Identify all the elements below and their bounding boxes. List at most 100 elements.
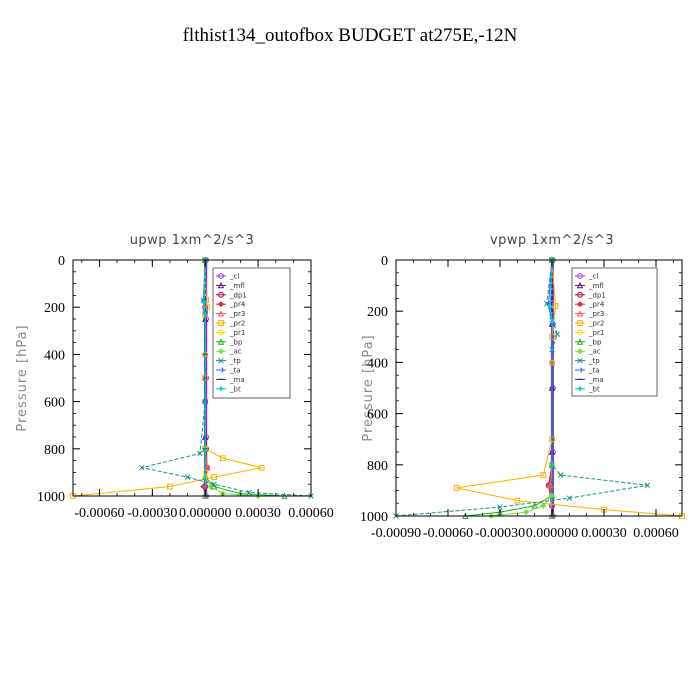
- legend-swatch-marker: [577, 291, 583, 298]
- legend-swatch-marker: [576, 348, 584, 355]
- legend-swatch-marker: [217, 281, 225, 289]
- legend-label: _ta: [588, 367, 600, 375]
- series-pr2-marker: [514, 497, 521, 504]
- legend-label: _ta: [229, 367, 241, 375]
- x-tick-label: 0.000000: [179, 506, 232, 521]
- series-line-bt: [549, 259, 553, 516]
- legend-label: _cl: [229, 273, 239, 281]
- y-tick-label: 800: [367, 459, 388, 474]
- legend-box: [212, 267, 291, 399]
- legend-label: _pr4: [588, 301, 605, 309]
- legend-label: _ac: [588, 348, 601, 356]
- legend-label: _pr1: [229, 329, 245, 337]
- legend-label: _dp1: [588, 291, 606, 299]
- series-tp-marker: [211, 481, 217, 487]
- y-tick-label: 400: [367, 356, 388, 371]
- series-tp-marker: [197, 450, 203, 457]
- legend-swatch-marker: [218, 329, 224, 336]
- legend-label: _tp: [229, 357, 241, 365]
- y-tick-label: 200: [44, 301, 65, 316]
- y-tick-label: 200: [367, 305, 388, 320]
- legend-label: _bp: [229, 338, 243, 346]
- legend-swatch-marker: [217, 385, 225, 392]
- x-tick-label: 0.000000: [526, 526, 579, 541]
- series-bt-marker: [547, 303, 554, 310]
- panel-title: vpwp 1xm^2/s^3: [490, 233, 614, 248]
- legend-label: _ma: [229, 376, 245, 384]
- series-tp-marker: [644, 482, 651, 489]
- x-tick-label: -0.00030: [475, 526, 525, 541]
- legend-label: _dp1: [229, 291, 247, 299]
- series-tp-marker: [184, 474, 191, 480]
- series-group: [70, 256, 314, 500]
- series-line-tp: [141, 259, 312, 497]
- legend-label: _pr3: [588, 310, 604, 318]
- series-tp-marker: [557, 472, 564, 478]
- legend-swatch-marker: [217, 310, 225, 317]
- y-tick-label: 400: [44, 348, 65, 363]
- legend-swatch-marker: [577, 329, 583, 336]
- series-pr3-marker: [547, 481, 554, 489]
- series-pr2-marker: [211, 474, 217, 481]
- legend-label: _pr3: [229, 310, 245, 318]
- series-bt-marker: [548, 318, 556, 325]
- x-tick-label: -0.00090: [371, 526, 421, 541]
- x-tick-label: 0.00060: [288, 506, 334, 521]
- series-line-pr2: [456, 259, 683, 517]
- series-group: [393, 256, 685, 520]
- series-tp-marker: [566, 495, 573, 501]
- y-axis-label: Pressure [hPa]: [15, 324, 30, 431]
- legend-label: _cl: [588, 273, 598, 281]
- y-tick-label: 800: [44, 443, 65, 458]
- legend-label: _bt: [229, 385, 241, 393]
- legend-swatch-marker: [576, 385, 584, 392]
- series-tp-marker: [497, 504, 503, 510]
- legend-swatch-marker: [576, 310, 584, 317]
- legend-swatch-marker: [218, 320, 224, 326]
- series-pr2-marker: [167, 483, 173, 490]
- series-pr3-marker: [204, 464, 211, 471]
- series-tp-marker: [554, 331, 560, 337]
- x-tick-label: 0.00030: [581, 526, 627, 541]
- series-ac-marker: [522, 509, 530, 516]
- series-pr2-marker: [219, 455, 226, 462]
- x-tick-label: 0.00060: [633, 526, 679, 541]
- legend-swatch-marker: [577, 357, 583, 364]
- y-tick-label: 0: [58, 254, 65, 269]
- legend-label: _pr2: [588, 320, 604, 328]
- legend-swatch-marker: [217, 301, 225, 308]
- legend-swatch-marker: [576, 338, 584, 345]
- legend-label: _bt: [588, 385, 600, 393]
- x-tick-label: -0.00030: [127, 506, 177, 521]
- x-tick-label: 0.00030: [235, 506, 281, 521]
- series-bt-marker: [202, 311, 209, 318]
- series-line-bt: [203, 259, 206, 496]
- legend-label: _bp: [588, 338, 602, 346]
- panel-title: upwp 1xm^2/s^3: [130, 233, 255, 248]
- legend-swatch-marker: [577, 273, 583, 279]
- series-bp-marker: [531, 502, 538, 509]
- legend-swatch-marker: [218, 367, 225, 373]
- y-tick-label: 0: [381, 254, 388, 269]
- legend: _cl_mfl_dp1_pr4_pr3_pr2_pr1_bp_ac_tp_ta_…: [571, 267, 658, 397]
- legend-swatch-marker: [218, 291, 224, 298]
- upwp-panel: upwp 1xm^2/s^3 Pressure [hPa] 0 200 400 600 80…: [15, 233, 334, 521]
- legend-label: _pr1: [588, 329, 604, 337]
- y-tick-label: 1000: [360, 510, 388, 525]
- legend-swatch-marker: [218, 357, 224, 364]
- legend-label: _mfl: [588, 282, 604, 290]
- legend-box: [571, 267, 658, 397]
- y-tick-label: 1000: [37, 490, 65, 505]
- legend-label: _ma: [588, 376, 604, 384]
- x-tick-label: -0.00060: [423, 526, 473, 541]
- series-tp-marker: [246, 489, 253, 496]
- series-pr2-marker: [540, 472, 547, 478]
- legend: _cl_mfl_dp1_pr4_pr3_pr2_pr1_bp_ac_tp_ta_…: [212, 267, 291, 399]
- legend-swatch-marker: [576, 281, 584, 289]
- y-tick-label: 600: [367, 408, 388, 423]
- legend-swatch-marker: [576, 301, 584, 308]
- y-axis-label: Pressure [hPa]: [361, 334, 376, 441]
- series-ac-marker: [540, 502, 547, 509]
- series-pr2-marker: [453, 484, 460, 491]
